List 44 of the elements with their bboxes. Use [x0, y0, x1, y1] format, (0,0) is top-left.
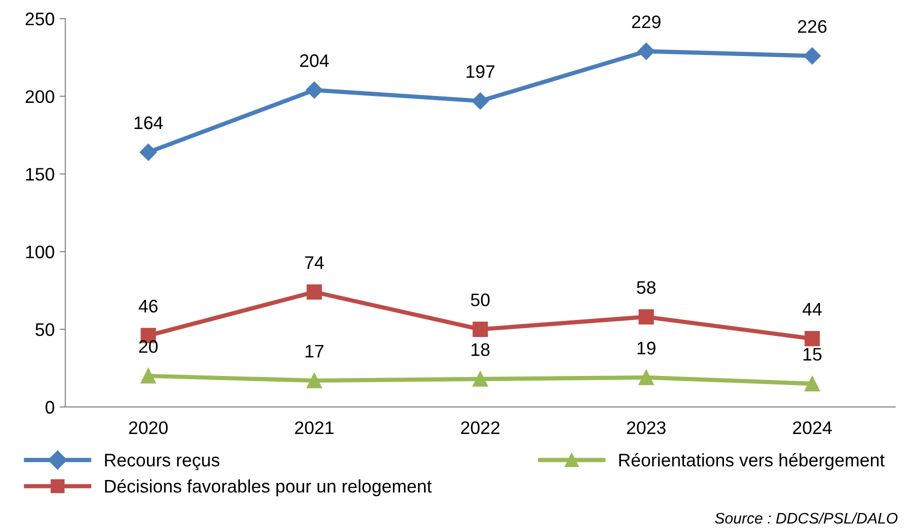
- point: [638, 370, 654, 386]
- point: [140, 368, 156, 384]
- data-label: 18: [472, 343, 490, 356]
- data-label: 20: [139, 340, 158, 353]
- data-label: 15: [804, 348, 822, 361]
- x-tick-label: 2020: [129, 421, 168, 434]
- data-label: 19: [638, 342, 656, 354]
- legend-label: Décisions favorables pour un relogement: [105, 479, 432, 496]
- legend-label: Réorientations vers hébergement: [619, 453, 885, 470]
- y-tick-label: 50: [36, 323, 54, 336]
- data-label: 44: [802, 303, 822, 316]
- data-label: 229: [632, 15, 660, 28]
- data-label: 17: [306, 344, 324, 358]
- x-tick-label: 2021: [295, 421, 334, 434]
- data-label: 204: [300, 54, 329, 68]
- data-label: 74: [305, 256, 324, 269]
- data-label: 197: [466, 65, 494, 78]
- data-label: 46: [138, 300, 158, 313]
- point: [472, 371, 488, 387]
- point: [804, 330, 820, 346]
- point: [472, 92, 489, 110]
- x-tick-label: 2023: [627, 421, 666, 434]
- y-tick-label: 0: [46, 400, 54, 414]
- y-tick-label: 200: [26, 90, 54, 104]
- point: [804, 376, 820, 392]
- legend-label: Recours reçus: [105, 454, 220, 470]
- point: [638, 42, 655, 60]
- data-label: 50: [470, 294, 490, 306]
- source-note: Source : DDCS/PSL/DALO: [714, 512, 898, 524]
- data-label: 164: [134, 116, 163, 130]
- y-tick-label: 250: [26, 12, 54, 26]
- x-tick-label: 2024: [793, 421, 832, 434]
- data-label: 58: [636, 281, 656, 294]
- data-label: 226: [798, 20, 826, 33]
- point: [140, 144, 157, 161]
- y-tick-label: 100: [26, 246, 54, 258]
- point: [306, 82, 323, 99]
- point: [306, 284, 322, 300]
- point: [804, 47, 821, 64]
- point: [306, 372, 322, 388]
- x-tick-label: 2022: [461, 421, 500, 434]
- y-tick-label: 150: [26, 168, 54, 181]
- point: [472, 322, 488, 337]
- point: [638, 309, 654, 325]
